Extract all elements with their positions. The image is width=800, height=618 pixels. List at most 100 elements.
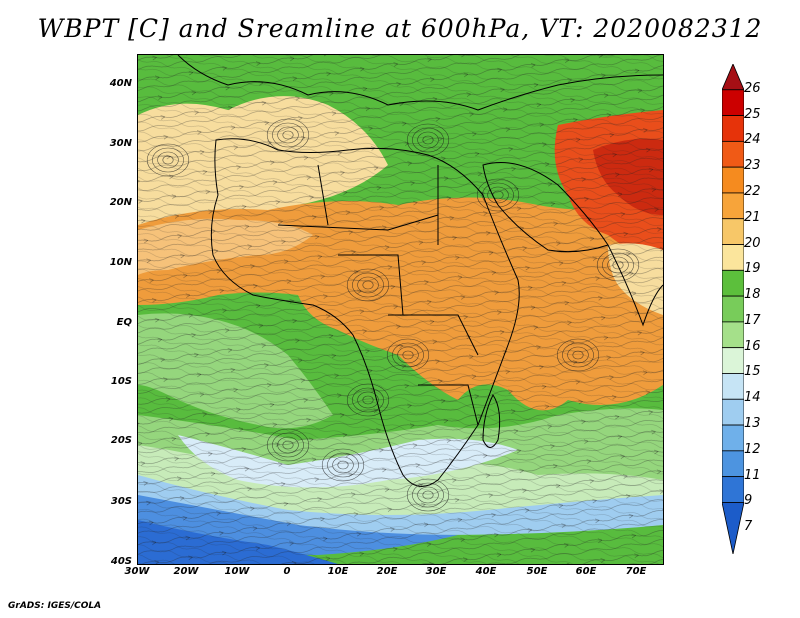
vortex-3-ring (476, 178, 520, 212)
lon-label: 50E (526, 566, 548, 577)
coast-border-5 (317, 164, 329, 226)
colorbar-label: 18 (744, 287, 761, 303)
vortex-1-ring (282, 130, 294, 140)
colorbar-swatch (721, 192, 745, 220)
lon-label: 10W (224, 566, 250, 577)
vortex-8-ring (332, 456, 354, 474)
lon-label: 40E (475, 566, 497, 577)
vortex-8-ring (337, 460, 349, 470)
vortex-10-ring (607, 256, 629, 274)
colorbar-label: 23 (744, 158, 761, 174)
lon-label: 30W (124, 566, 150, 577)
vortex-10-ring (602, 252, 634, 278)
colorbar-label: 24 (744, 132, 761, 148)
lon-label: 60E (575, 566, 597, 577)
colorbar-swatch (721, 115, 745, 142)
colorbar-swatch (721, 450, 745, 478)
colorbar-swatch (721, 476, 745, 503)
colorbar-swatch (721, 166, 745, 194)
colorbar-label: 16 (744, 338, 761, 354)
colorbar-label: 14 (744, 390, 761, 406)
vortex-7-ring (272, 432, 304, 458)
vortex-0-ring (152, 147, 184, 173)
vortex-6-ring (357, 391, 379, 409)
vortex-9-ring (412, 482, 444, 508)
coast-madagascar (482, 394, 501, 448)
vortex-6-ring (362, 395, 374, 405)
colorbar-label: 9 (744, 493, 753, 509)
colorbar-label: 11 (744, 467, 761, 483)
map-title: WBPT [C] and Sreamline at 600hPa, VT: 20… (37, 14, 763, 43)
lat-label: 20N (109, 197, 132, 208)
lon-label: 0 (283, 566, 291, 577)
vortex-5-ring (402, 350, 414, 360)
coast-africa-coast (210, 138, 520, 487)
lon-label: 70E (625, 566, 647, 577)
wbpt-streamline-map (138, 55, 663, 564)
lat-label: EQ (116, 317, 132, 328)
grads-credit: GrADS: IGES/COLA (8, 601, 102, 611)
vortex-4-ring (346, 268, 390, 302)
colorbar-swatch (721, 218, 745, 245)
colorbar-swatch (721, 373, 745, 400)
colorbar-swatch (721, 424, 745, 452)
vortex-3-ring (487, 186, 509, 204)
vortex-11-ring (556, 338, 600, 372)
colorbar-label: 13 (744, 416, 761, 432)
vortex-4-ring (362, 280, 374, 290)
vortex-2-ring (406, 123, 450, 157)
colorbar-swatch (721, 295, 745, 323)
coast-border-4 (418, 384, 479, 426)
vortex-6-ring (346, 383, 390, 417)
vortex-7-ring (282, 440, 294, 450)
lat-label: 40S (110, 556, 132, 567)
colorbar-swatch (721, 244, 745, 271)
colorbar-label: 22 (744, 183, 761, 199)
lat-label: 40N (109, 78, 132, 89)
colorbar-label: 21 (744, 209, 761, 225)
colorbar-label: 15 (744, 364, 761, 380)
vortex-11-ring (562, 342, 594, 368)
vortex-10-ring (612, 260, 624, 270)
colorbar-label: 26 (744, 80, 761, 96)
colorbar-label: 7 (744, 519, 753, 535)
lon-label: 20E (376, 566, 398, 577)
coast-border-1 (277, 214, 439, 231)
colorbar-label: 12 (744, 441, 761, 457)
vortex-4-ring (352, 272, 384, 298)
lat-label: 10N (109, 257, 132, 268)
vortex-0-ring (146, 143, 190, 177)
vortex-0-ring (162, 155, 174, 165)
wbpt-map-panel (137, 54, 664, 565)
vortex-7-ring (277, 436, 299, 454)
colorbar-label: 17 (744, 312, 761, 328)
lat-label: 20S (110, 435, 132, 446)
vortex-1-ring (277, 126, 299, 144)
colorbar-swatch (721, 89, 745, 116)
colorbar-swatch (721, 502, 745, 555)
vortex-5-ring (392, 342, 424, 368)
colorbar-swatch (721, 347, 745, 374)
vortex-10-ring (596, 248, 640, 282)
vortex-1-ring (272, 122, 304, 148)
vortex-0-ring (157, 151, 179, 169)
lat-label: 30N (109, 138, 132, 149)
vortex-9-ring (417, 486, 439, 504)
lon-label: 10E (327, 566, 349, 577)
lat-label: 30S (110, 496, 132, 507)
colorbar-swatch (721, 62, 745, 91)
vortex-8-ring (327, 452, 359, 478)
vortex-5-ring (386, 338, 430, 372)
streamline-vortices (146, 118, 640, 512)
vortex-8-ring (321, 448, 365, 482)
vortex-11-ring (567, 346, 589, 364)
vortex-2-ring (422, 135, 434, 145)
coast-europe-coast (177, 55, 663, 111)
colorbar-swatch (721, 321, 745, 349)
coast-india-coast (607, 244, 663, 327)
streamline-field-secondary (138, 55, 663, 564)
vortex-11-ring (572, 350, 584, 360)
colorbar-swatch (721, 269, 745, 297)
colorbar-swatch (721, 398, 745, 426)
vortex-9-ring (422, 490, 434, 500)
